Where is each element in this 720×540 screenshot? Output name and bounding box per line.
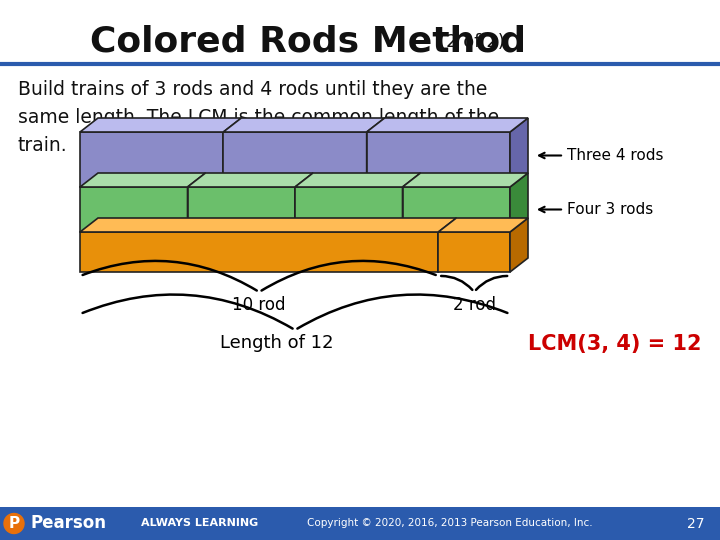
Text: 10 rod: 10 rod <box>233 296 286 314</box>
Text: P: P <box>9 516 19 531</box>
Text: Build trains of 3 rods and 4 rods until they are the
same length. The LCM is the: Build trains of 3 rods and 4 rods until … <box>18 80 499 155</box>
Polygon shape <box>80 218 456 232</box>
Polygon shape <box>510 173 528 232</box>
Text: Three 4 rods: Three 4 rods <box>567 148 664 163</box>
Polygon shape <box>187 187 295 232</box>
Polygon shape <box>295 187 402 232</box>
Polygon shape <box>438 232 510 272</box>
Polygon shape <box>366 118 384 187</box>
Polygon shape <box>80 187 187 232</box>
Polygon shape <box>402 173 528 187</box>
Polygon shape <box>295 173 313 232</box>
Polygon shape <box>510 218 528 272</box>
Polygon shape <box>510 118 528 187</box>
Polygon shape <box>366 132 510 187</box>
Polygon shape <box>80 118 241 132</box>
Text: Colored Rods Method: Colored Rods Method <box>90 25 526 59</box>
Text: ALWAYS LEARNING: ALWAYS LEARNING <box>141 518 258 529</box>
Polygon shape <box>402 173 420 232</box>
Polygon shape <box>187 173 313 187</box>
Polygon shape <box>80 173 205 187</box>
Text: 2 rod: 2 rod <box>453 296 495 314</box>
Polygon shape <box>80 132 223 187</box>
Polygon shape <box>438 218 528 232</box>
Circle shape <box>4 514 24 534</box>
Polygon shape <box>187 173 205 232</box>
Polygon shape <box>223 118 241 187</box>
Polygon shape <box>80 232 438 272</box>
Bar <box>0 507 720 540</box>
Polygon shape <box>438 218 456 272</box>
Polygon shape <box>223 118 384 132</box>
Text: 27: 27 <box>688 516 705 530</box>
Polygon shape <box>223 132 366 187</box>
Text: Pearson: Pearson <box>30 515 106 532</box>
Polygon shape <box>402 187 510 232</box>
Text: Copyright © 2020, 2016, 2013 Pearson Education, Inc.: Copyright © 2020, 2016, 2013 Pearson Edu… <box>307 518 593 529</box>
Text: (2 of 2): (2 of 2) <box>439 33 505 51</box>
Polygon shape <box>295 173 420 187</box>
Text: Length of 12: Length of 12 <box>220 334 334 352</box>
Polygon shape <box>366 118 528 132</box>
Text: Four 3 rods: Four 3 rods <box>567 202 653 217</box>
Text: LCM(3, 4) = 12: LCM(3, 4) = 12 <box>528 334 702 354</box>
